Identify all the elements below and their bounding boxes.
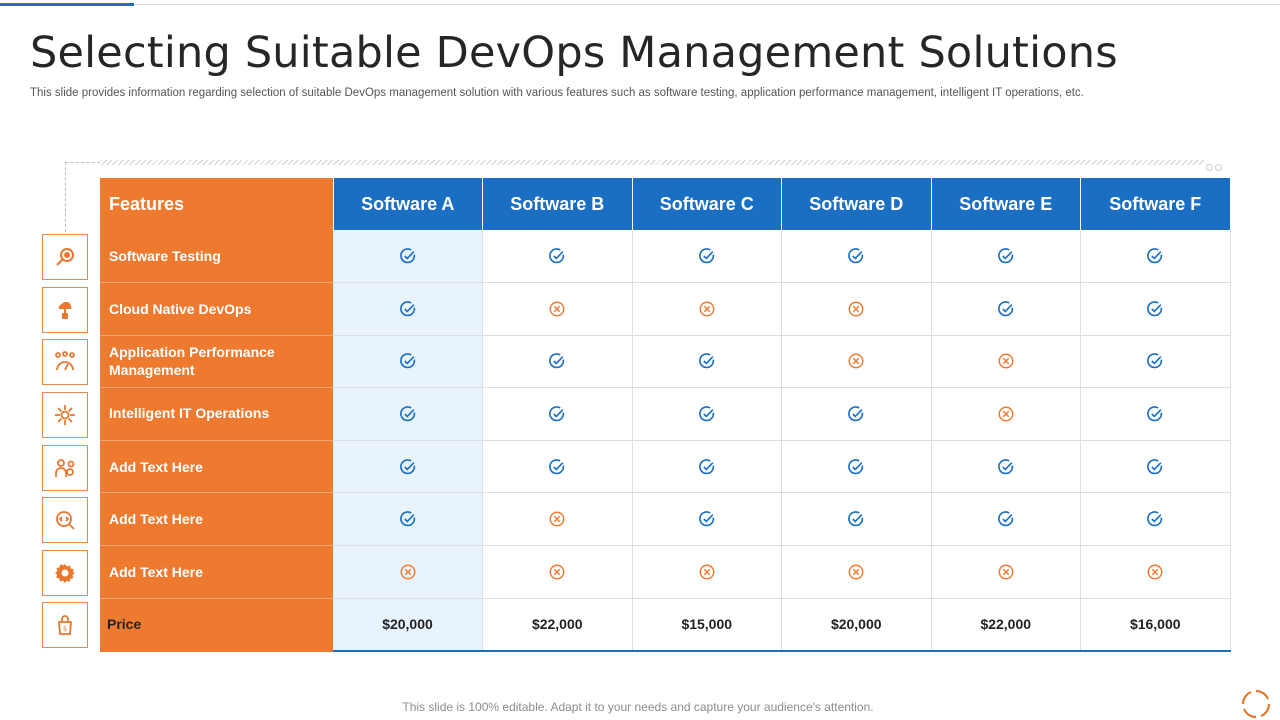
check-icon	[632, 387, 782, 441]
check-icon	[1080, 492, 1231, 547]
cycle-arrows-icon	[1241, 689, 1271, 719]
check-icon	[781, 440, 932, 494]
svg-text:$: $	[63, 625, 67, 633]
cross-icon	[781, 282, 932, 336]
slide-subtitle: This slide provides information regardin…	[30, 87, 1084, 99]
top-accent-bar	[0, 3, 134, 6]
price-value: $22,000	[482, 598, 633, 652]
table-row: Intelligent IT Operations	[100, 387, 1231, 441]
decorative-dash-horizontal	[65, 162, 100, 163]
cross-icon	[632, 545, 782, 599]
table-row: Cloud Native DevOps	[100, 282, 1231, 336]
feature-label: Application Performance Management	[100, 335, 333, 389]
feature-label: Intelligent IT Operations	[100, 387, 333, 441]
price-value: $22,000	[931, 598, 1081, 652]
price-row: Price $20,000 $22,000 $15,000 $20,000 $22,000…	[100, 598, 1231, 652]
check-icon	[482, 335, 633, 389]
feature-label: Software Testing	[100, 230, 333, 284]
software-header: Software E	[931, 178, 1081, 230]
cross-icon	[482, 492, 633, 547]
table-row: Add Text Here	[100, 440, 1231, 494]
cross-icon	[931, 387, 1081, 441]
cross-icon	[482, 545, 633, 599]
feature-label: Add Text Here	[100, 545, 333, 599]
check-icon	[632, 230, 782, 284]
cross-icon	[482, 282, 633, 336]
check-icon	[333, 440, 483, 494]
check-icon	[482, 387, 633, 441]
check-icon	[781, 387, 932, 441]
check-icon	[482, 230, 633, 284]
check-icon	[931, 440, 1081, 494]
check-icon	[333, 282, 483, 336]
check-icon	[333, 387, 483, 441]
check-icon	[632, 335, 782, 389]
check-icon	[1080, 387, 1231, 441]
table-row: Add Text Here	[100, 492, 1231, 547]
table-body: Software Testing Cloud Native DevOps Appli…	[100, 230, 1231, 652]
cloud-server-icon	[42, 287, 88, 333]
cross-icon	[931, 545, 1081, 599]
magnifier-icon	[42, 234, 88, 280]
software-header: Software B	[482, 178, 633, 230]
check-icon	[931, 230, 1081, 284]
gears-person-icon	[42, 445, 88, 491]
comparison-table: Features Software A Software B Software …	[100, 178, 1231, 652]
table-row: Software Testing	[100, 230, 1231, 284]
check-icon	[632, 440, 782, 494]
cross-icon	[781, 545, 932, 599]
table-row: Add Text Here	[100, 545, 1231, 599]
check-icon	[482, 440, 633, 494]
header-row: Features Software A Software B Software …	[100, 178, 1231, 230]
decorative-hatch-line	[100, 160, 1204, 165]
price-label: Price	[100, 598, 333, 652]
cross-icon	[781, 335, 932, 389]
check-icon	[781, 492, 932, 547]
decorative-end-dots	[1206, 158, 1234, 171]
top-rule	[0, 4, 1280, 5]
software-header: Software A	[333, 178, 483, 230]
cross-icon	[632, 282, 782, 336]
check-icon	[931, 492, 1081, 547]
cross-icon	[333, 545, 483, 599]
network-gear-icon	[42, 392, 88, 438]
check-icon	[333, 335, 483, 389]
check-icon	[931, 282, 1081, 336]
cross-icon	[931, 335, 1081, 389]
features-header: Features	[100, 178, 334, 230]
slide-footer: This slide is 100% editable. Adapt it to…	[402, 700, 874, 714]
slide-title: Selecting Suitable DevOps Management Sol…	[30, 28, 1118, 78]
check-icon	[632, 492, 782, 547]
price-value: $20,000	[781, 598, 932, 652]
software-header: Software C	[632, 178, 782, 230]
check-icon	[781, 230, 932, 284]
feature-label: Add Text Here	[100, 492, 333, 547]
price-bag-icon: $	[42, 602, 88, 648]
check-icon	[333, 230, 483, 284]
team-gauge-icon	[42, 339, 88, 385]
cog-icon	[42, 550, 88, 596]
cross-icon	[1080, 545, 1231, 599]
software-header: Software D	[781, 178, 932, 230]
code-search-icon	[42, 497, 88, 543]
check-icon	[333, 492, 483, 547]
decorative-dash-vertical	[65, 162, 66, 232]
feature-label: Cloud Native DevOps	[100, 282, 333, 336]
check-icon	[1080, 282, 1231, 336]
feature-label: Add Text Here	[100, 440, 333, 494]
software-header: Software F	[1080, 178, 1231, 230]
table-row: Application Performance Management	[100, 335, 1231, 389]
price-value: $15,000	[632, 598, 782, 652]
check-icon	[1080, 335, 1231, 389]
price-value: $20,000	[333, 598, 483, 652]
check-icon	[1080, 230, 1231, 284]
price-value: $16,000	[1080, 598, 1231, 652]
check-icon	[1080, 440, 1231, 494]
